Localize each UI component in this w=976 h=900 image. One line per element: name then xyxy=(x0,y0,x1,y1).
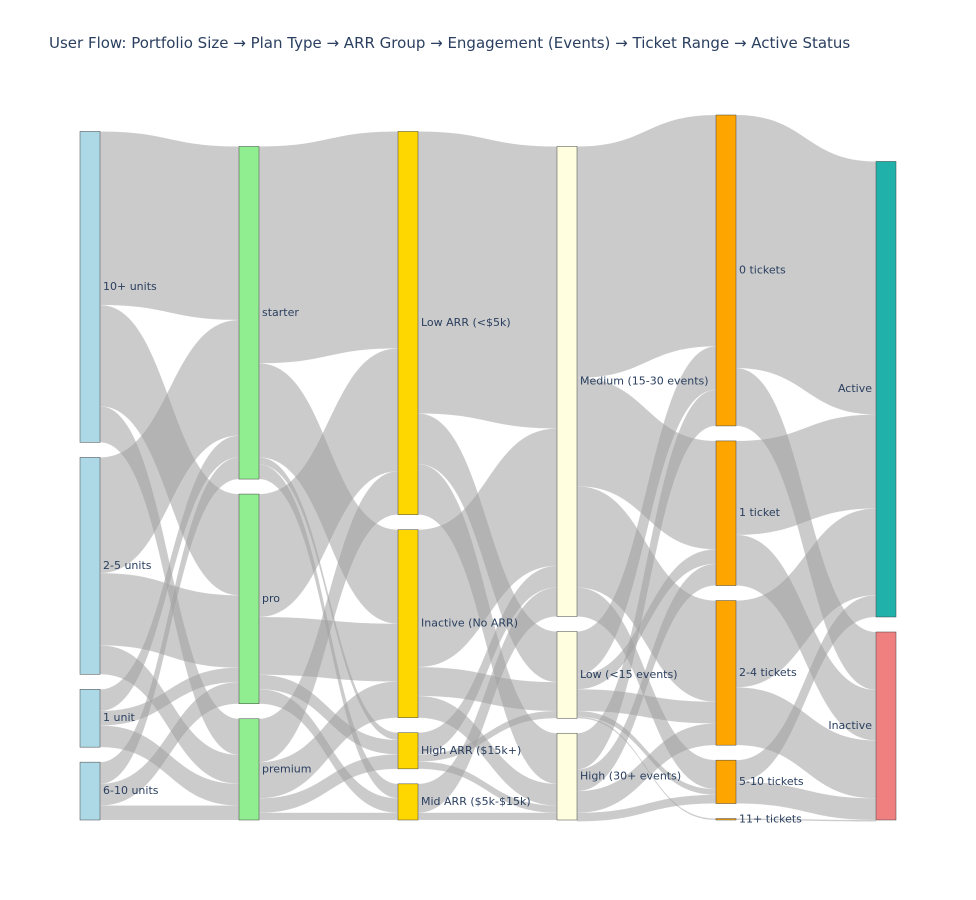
sankey-node-label: Mid ARR ($5k-$15k) xyxy=(421,795,531,808)
sankey-link[interactable] xyxy=(258,812,399,821)
sankey-node[interactable] xyxy=(238,718,260,821)
sankey-node-label: Medium (15-30 events) xyxy=(580,374,709,387)
sankey-node[interactable] xyxy=(79,457,101,675)
sankey-node-label: Active xyxy=(838,382,872,395)
sankey-link[interactable] xyxy=(417,131,558,429)
sankey-node-label: 0 tickets xyxy=(739,263,786,276)
sankey-node-label: Low (<15 events) xyxy=(580,668,678,681)
sankey-node[interactable] xyxy=(79,131,101,443)
sankey-node-label: pro xyxy=(262,592,280,605)
sankey-node[interactable] xyxy=(397,732,419,770)
sankey-node[interactable] xyxy=(238,146,260,480)
sankey-node-label: High (30+ events) xyxy=(580,770,681,783)
sankey-node[interactable] xyxy=(715,600,737,746)
sankey-node[interactable] xyxy=(715,440,737,586)
sankey-node[interactable] xyxy=(875,631,897,821)
sankey-nodes xyxy=(79,114,897,821)
sankey-links xyxy=(99,114,877,822)
sankey-node-label: 6-10 units xyxy=(103,784,159,797)
sankey-node[interactable] xyxy=(556,631,578,719)
sankey-node-label: Low ARR (<$5k) xyxy=(421,316,511,329)
sankey-node[interactable] xyxy=(715,759,737,804)
sankey-node-label: Inactive (No ARR) xyxy=(421,617,518,630)
sankey-node[interactable] xyxy=(556,146,578,617)
sankey-node[interactable] xyxy=(715,114,737,427)
sankey-node-label: starter xyxy=(262,306,299,319)
sankey-link[interactable] xyxy=(99,805,240,821)
sankey-link[interactable] xyxy=(735,818,877,822)
sankey-node[interactable] xyxy=(397,783,419,821)
chart-title: User Flow: Portfolio Size → Plan Type → … xyxy=(49,34,851,52)
sankey-node[interactable] xyxy=(397,131,419,515)
sankey-node[interactable] xyxy=(397,529,419,718)
sankey-node-label: Inactive xyxy=(828,719,872,732)
sankey-node[interactable] xyxy=(556,732,578,821)
sankey-node-label: 1 unit xyxy=(103,711,135,724)
sankey-link[interactable] xyxy=(576,114,717,379)
sankey-node-label: premium xyxy=(262,762,312,775)
sankey-node[interactable] xyxy=(715,818,737,821)
sankey-node-label: 2-4 tickets xyxy=(739,666,797,679)
sankey-node-label: 5-10 tickets xyxy=(739,775,804,788)
sankey-node-label: 1 ticket xyxy=(739,506,781,519)
sankey-link[interactable] xyxy=(258,131,399,364)
sankey-node[interactable] xyxy=(238,493,260,705)
sankey-labels: 10+ units 2-5 units 1 unit 6-10 units starte… xyxy=(103,263,872,825)
sankey-node-label: 11+ tickets xyxy=(739,812,802,825)
sankey-node[interactable] xyxy=(79,689,101,748)
sankey-node-label: 2-5 units xyxy=(103,559,152,572)
sankey-node[interactable] xyxy=(79,761,101,821)
sankey-node[interactable] xyxy=(875,161,897,618)
sankey-node-label: 10+ units xyxy=(103,280,157,293)
sankey-node-label: High ARR ($15k+) xyxy=(421,744,521,757)
sankey-link[interactable] xyxy=(417,812,558,821)
